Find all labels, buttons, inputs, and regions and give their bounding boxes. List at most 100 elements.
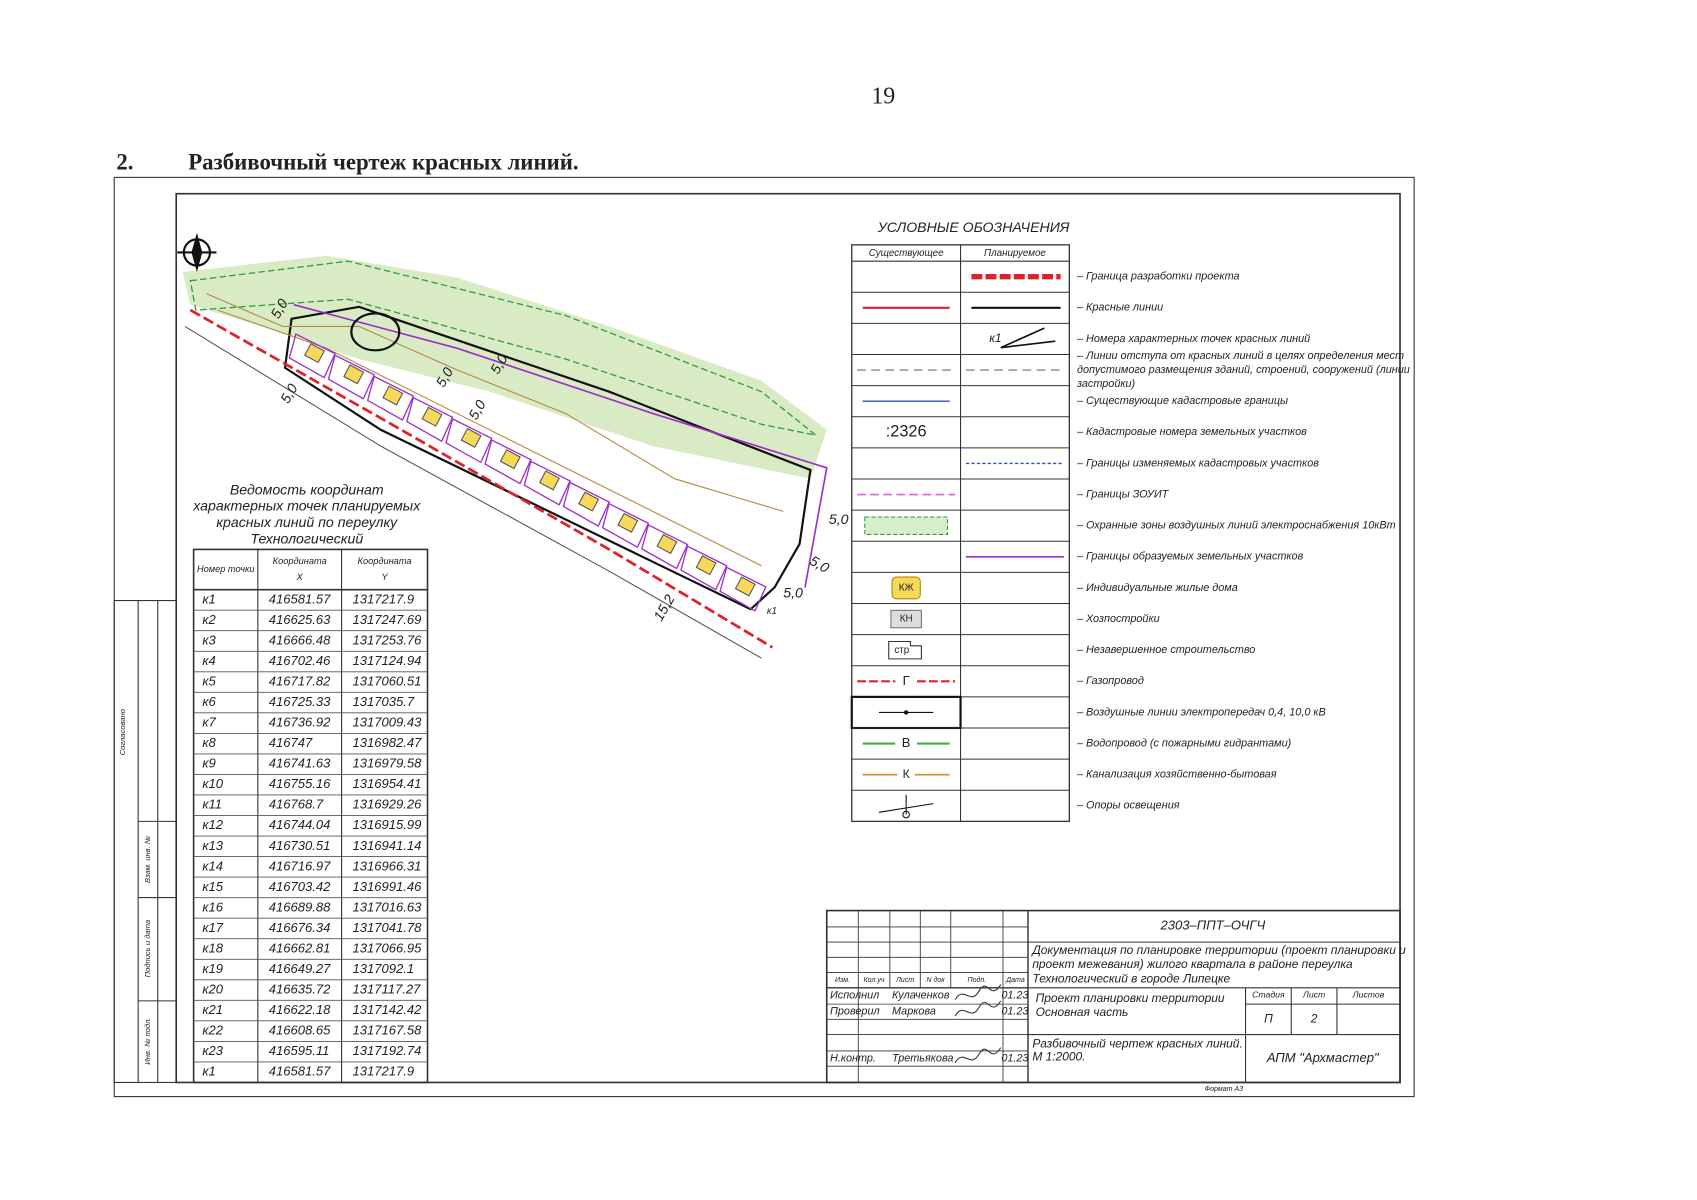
table-cell: к20: [202, 982, 223, 997]
lamp: [902, 810, 910, 819]
sheet-title: Разбивочный чертеж красных линий.: [1032, 1037, 1242, 1051]
table-cell: 1317092.1: [352, 961, 414, 976]
block-column: Лист: [895, 977, 914, 984]
signer-role: Исполнил: [830, 989, 879, 1001]
table-cell: 416747: [269, 735, 313, 750]
stamp-label: Согласовано: [118, 709, 127, 755]
table-cell: 1317247.69: [352, 612, 421, 627]
block-column: Изм.: [835, 977, 850, 984]
table-cell: 416689.88: [269, 899, 331, 914]
house: [578, 491, 600, 512]
signer-name: Маркова: [892, 1006, 936, 1018]
table-cell: 1317009.43: [352, 715, 422, 730]
heading-text: Разбивочный чертеж красных линий.: [188, 150, 578, 175]
legend-label: – Существующие кадастровые границы: [1076, 395, 1288, 407]
house: [343, 364, 365, 385]
doc-description: Документация по планировке территории (п…: [1030, 943, 1406, 957]
table-cell: 416736.92: [269, 715, 331, 730]
house: [499, 449, 521, 470]
table-cell: к3: [202, 632, 216, 647]
table-cell: 1316966.31: [352, 858, 421, 873]
legend-symbol: КН: [900, 614, 913, 625]
map-label: 5,0: [783, 585, 803, 601]
table-cell: к2: [202, 612, 216, 627]
table-header: Координата: [273, 556, 327, 566]
zone-sample: [864, 516, 949, 535]
site-plan: [182, 255, 828, 659]
table-cell: к21: [202, 1002, 223, 1017]
legend-label: – Опоры освещения: [1076, 800, 1180, 812]
doc-description: проект межевания) жилого квартала в райо…: [1032, 957, 1353, 971]
house-sample: [891, 576, 921, 600]
table-cell: 1316915.99: [352, 817, 421, 832]
legend-symbol: стр: [894, 645, 909, 656]
map-label: 5,0: [465, 397, 489, 422]
block-column: Дата: [1005, 977, 1025, 984]
plot: [601, 502, 650, 549]
house: [656, 533, 678, 555]
table-cell: 416662.81: [269, 940, 331, 955]
block-column: N док: [926, 976, 945, 984]
house: [421, 406, 443, 427]
table-cell: 416581.57: [269, 1064, 331, 1079]
plot: [327, 354, 376, 400]
table-title: красных линий по переулку: [216, 514, 398, 530]
legend-label: – Канализация хозяйственно-бытовая: [1076, 769, 1277, 781]
table-cell: 1317217.9: [352, 1064, 414, 1079]
signer-role: Н.контр.: [830, 1052, 876, 1064]
table-cell: 1316979.58: [352, 756, 422, 771]
signature: [954, 1047, 1002, 1064]
plot: [680, 545, 728, 591]
legend-label: – Границы ЗОУИТ: [1076, 488, 1170, 500]
table-cell: к11: [202, 797, 222, 812]
table-cell: к15: [202, 879, 223, 894]
table-cell: 1317192.74: [352, 1043, 421, 1058]
table-header: Номер точки: [197, 564, 255, 574]
stamp-border: [113, 599, 177, 1083]
table-cell: к10: [202, 776, 223, 791]
table-cell: 416703.42: [269, 879, 331, 894]
house: [460, 427, 482, 449]
stage-header: Листов: [1352, 990, 1385, 1000]
legend-label: – Хозпостройки: [1076, 613, 1160, 625]
table-cell: 1317167.58: [352, 1023, 422, 1038]
signature: [954, 984, 1002, 1001]
legend-label: – Номера характерных точек красных линий: [1076, 333, 1310, 345]
table-header: Y: [381, 572, 388, 582]
house: [734, 576, 756, 597]
company: АПМ "Архмастер": [1266, 1050, 1380, 1065]
table-cell: к4: [202, 653, 215, 668]
road-edge: [184, 325, 762, 659]
legend-symbol: Г: [903, 673, 910, 688]
title-block-border: [825, 909, 1401, 1084]
doc-code: 2303–ППТ–ОЧГЧ: [1160, 917, 1266, 932]
signer-name: Третьякова: [892, 1052, 953, 1064]
table-header: Координата: [358, 556, 412, 566]
table-cell: 416744.04: [269, 817, 331, 832]
table-cell: 416768.7: [269, 797, 324, 812]
table-cell: 416702.46: [269, 653, 331, 668]
legend-label: допустимого размещения зданий, строений,…: [1077, 364, 1410, 376]
rule: [1000, 327, 1045, 349]
legend-label: застройки): [1076, 378, 1135, 390]
plot: [366, 375, 415, 421]
shed-sample: [890, 609, 922, 629]
table-cell: к23: [202, 1043, 223, 1058]
table-cell: к18: [202, 940, 223, 955]
plot: [523, 460, 571, 506]
table-cell: 1317066.95: [352, 940, 422, 955]
plot: [641, 524, 689, 570]
plot: [445, 417, 493, 464]
table-cell: 416730.51: [269, 838, 331, 853]
rule: [1000, 340, 1056, 349]
table-cell: к16: [202, 899, 223, 914]
stamp-label: Подпись и дата: [143, 920, 152, 978]
table-cell: 416595.11: [269, 1043, 330, 1058]
plot: [484, 439, 532, 485]
legend-label: – Границы изменяемых кадастровых участко…: [1076, 457, 1319, 469]
plot: [562, 481, 611, 527]
table-cell: 1317124.94: [352, 653, 421, 668]
sheet-title: М 1:2000.: [1032, 1050, 1085, 1064]
legend-label: – Границы образуемых земельных участков: [1076, 551, 1304, 563]
